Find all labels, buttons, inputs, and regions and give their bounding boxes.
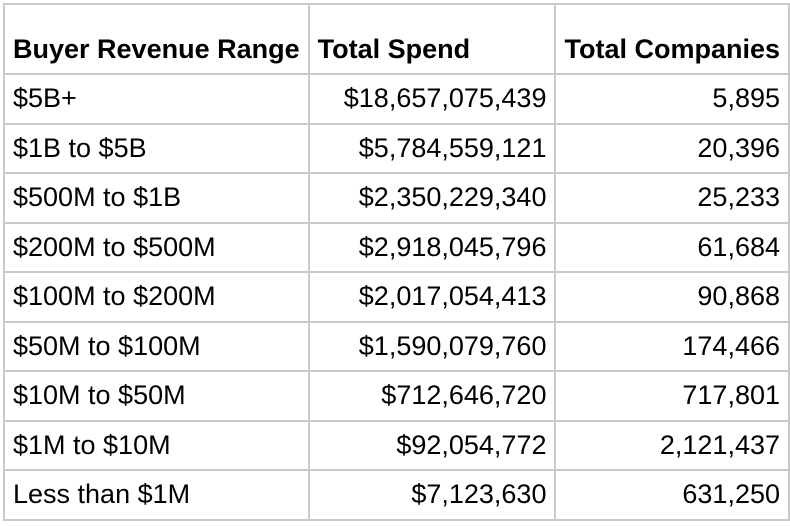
- cell-revenue-range: $100M to $200M: [3, 271, 310, 323]
- cell-total-companies: 5,895: [554, 73, 790, 125]
- table-row: $5B+ $18,657,075,439 5,895: [3, 73, 790, 125]
- cell-total-spend: $7,123,630: [307, 469, 557, 521]
- table-row: $500M to $1B $2,350,229,340 25,233: [3, 172, 790, 224]
- cell-total-companies: 61,684: [554, 221, 790, 273]
- table-row: $200M to $500M $2,918,045,796 61,684: [3, 221, 790, 273]
- cell-total-companies: 717,801: [554, 370, 790, 422]
- cell-total-spend: $2,350,229,340: [307, 172, 557, 224]
- column-header-total-spend: Total Spend: [307, 3, 557, 75]
- cell-total-spend: $18,657,075,439: [307, 73, 557, 125]
- cell-total-spend: $2,017,054,413: [307, 271, 557, 323]
- table-header-row: Buyer Revenue Range Total Spend Total Co…: [3, 3, 790, 75]
- cell-revenue-range: $10M to $50M: [3, 370, 310, 422]
- cell-total-companies: 25,233: [554, 172, 790, 224]
- buyer-revenue-table: Buyer Revenue Range Total Spend Total Co…: [3, 3, 790, 521]
- cell-total-companies: 174,466: [554, 320, 790, 372]
- table-row: $1B to $5B $5,784,559,121 20,396: [3, 122, 790, 174]
- cell-total-spend: $2,918,045,796: [307, 221, 557, 273]
- cell-total-spend: $5,784,559,121: [307, 122, 557, 174]
- cell-revenue-range: $1M to $10M: [3, 419, 310, 471]
- table-row: $1M to $10M $92,054,772 2,121,437: [3, 419, 790, 471]
- cell-total-spend: $1,590,079,760: [307, 320, 557, 372]
- cell-revenue-range: $500M to $1B: [3, 172, 310, 224]
- cell-total-companies: 2,121,437: [554, 419, 790, 471]
- cell-total-companies: 20,396: [554, 122, 790, 174]
- cell-revenue-range: $5B+: [3, 73, 310, 125]
- cell-total-spend: $712,646,720: [307, 370, 557, 422]
- table-row: $50M to $100M $1,590,079,760 174,466: [3, 320, 790, 372]
- column-header-buyer-revenue-range: Buyer Revenue Range: [3, 3, 310, 75]
- cell-total-companies: 90,868: [554, 271, 790, 323]
- table-row: Less than $1M $7,123,630 631,250: [3, 469, 790, 521]
- table-row: $10M to $50M $712,646,720 717,801: [3, 370, 790, 422]
- table-row: $100M to $200M $2,017,054,413 90,868: [3, 271, 790, 323]
- column-header-total-companies: Total Companies: [554, 3, 790, 75]
- cell-revenue-range: $200M to $500M: [3, 221, 310, 273]
- cell-revenue-range: Less than $1M: [3, 469, 310, 521]
- cell-revenue-range: $50M to $100M: [3, 320, 310, 372]
- cell-total-spend: $92,054,772: [307, 419, 557, 471]
- cell-revenue-range: $1B to $5B: [3, 122, 310, 174]
- cell-total-companies: 631,250: [554, 469, 790, 521]
